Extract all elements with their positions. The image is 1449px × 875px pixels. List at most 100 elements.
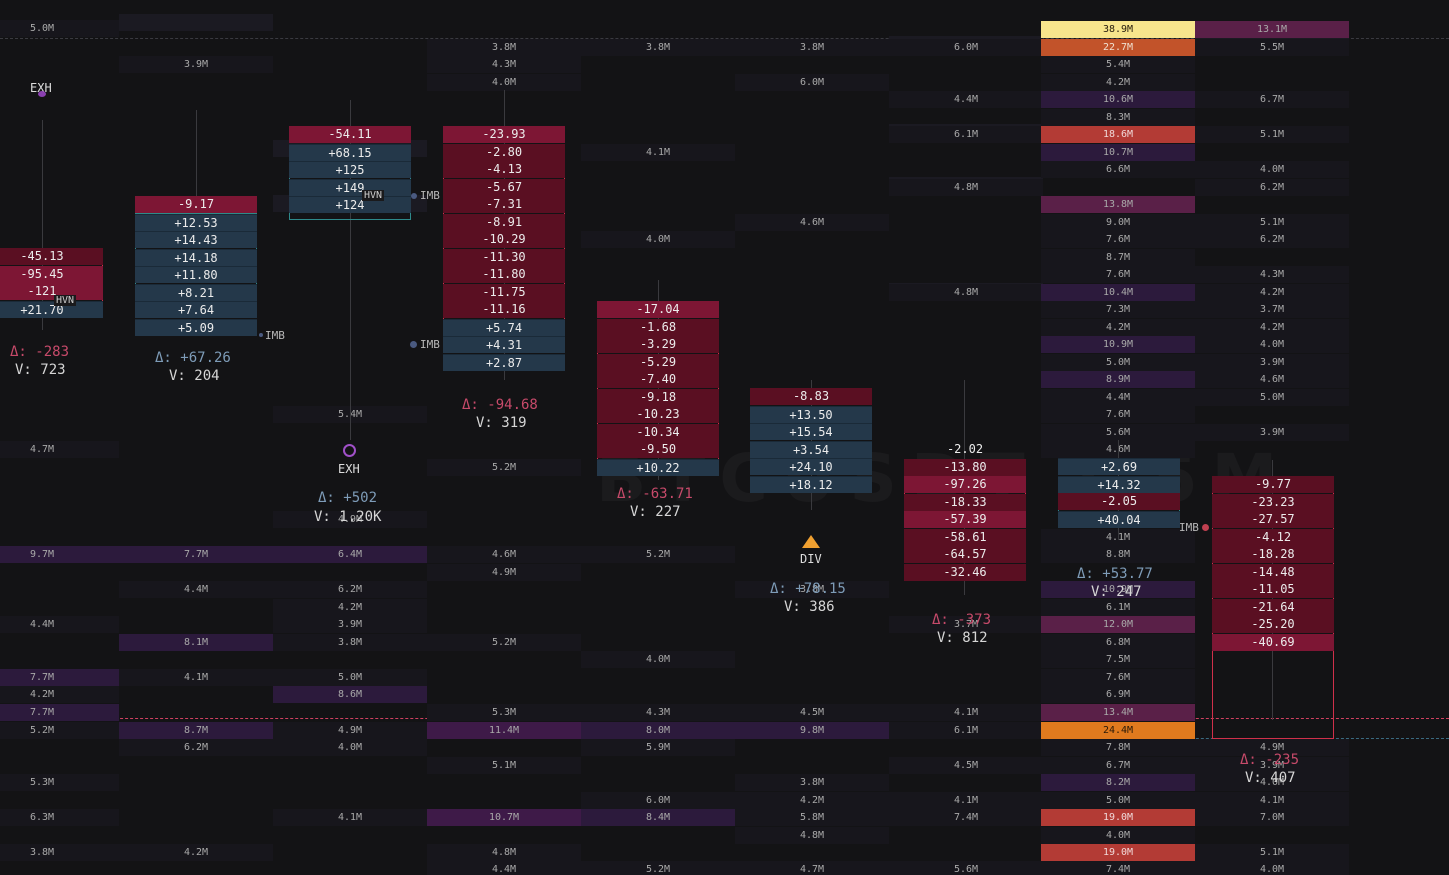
heat-level: 9.8M xyxy=(735,722,889,739)
heat-level: 4.2M xyxy=(0,686,119,703)
footprint-cell[interactable]: -32.46 xyxy=(904,563,1026,581)
heat-level: 4.3M xyxy=(427,56,581,73)
footprint-cell[interactable]: -57.39 xyxy=(904,511,1026,528)
heat-level: 5.4M xyxy=(1041,56,1195,73)
footprint-cell[interactable]: -27.57 xyxy=(1212,511,1334,528)
footprint-cell[interactable]: -9.77 xyxy=(1212,476,1334,493)
footprint-cell[interactable]: -54.11 xyxy=(289,126,411,143)
footprint-cell[interactable]: -10.34 xyxy=(597,423,719,441)
footprint-cell[interactable]: -11.80 xyxy=(443,266,565,283)
heat-level: 4.0M xyxy=(273,739,427,756)
candle-volume: V: 407 xyxy=(1245,770,1296,786)
footprint-cell[interactable]: -97.26 xyxy=(904,476,1026,493)
footprint-cell[interactable]: -14.48 xyxy=(1212,563,1334,581)
candle-volume: V: 204 xyxy=(169,368,220,384)
footprint-cell[interactable]: +14.18 xyxy=(135,248,257,266)
footprint-cell[interactable]: -121 xyxy=(0,283,103,300)
footprint-cell[interactable]: +2.69 xyxy=(1058,458,1180,475)
footprint-cell[interactable]: -8.91 xyxy=(443,213,565,231)
footprint-cell[interactable]: -2.05 xyxy=(1058,493,1180,510)
heat-level: 5.5M xyxy=(1195,39,1349,56)
footprint-cell[interactable]: -2.02 xyxy=(946,442,984,456)
footprint-cell[interactable]: +14.43 xyxy=(135,231,257,248)
footprint-cell[interactable]: -8.83 xyxy=(750,388,872,405)
footprint-cell[interactable]: +3.54 xyxy=(750,440,872,458)
footprint-cell[interactable]: +10.22 xyxy=(597,458,719,476)
footprint-cell[interactable]: -25.20 xyxy=(1212,616,1334,633)
heat-level: 6.9M xyxy=(1041,686,1195,703)
footprint-cell[interactable]: +21.70 xyxy=(0,300,103,318)
heat-level: 4.7M xyxy=(0,441,119,458)
footprint-cell[interactable]: -10.23 xyxy=(597,406,719,423)
heat-level: 5.1M xyxy=(1195,214,1349,231)
footprint-cell[interactable]: -18.33 xyxy=(904,493,1026,511)
heat-level: 4.7M xyxy=(735,861,889,875)
footprint-cell[interactable]: +2.87 xyxy=(443,353,565,371)
footprint-cell[interactable]: -11.30 xyxy=(443,248,565,266)
footprint-cell[interactable]: -9.17 xyxy=(135,196,257,213)
footprint-cell[interactable]: +7.64 xyxy=(135,301,257,318)
footprint-cell[interactable]: +5.09 xyxy=(135,318,257,336)
heat-level: 5.6M xyxy=(889,861,1043,875)
footprint-cell[interactable]: -11.16 xyxy=(443,301,565,318)
footprint-cell[interactable]: +14.32 xyxy=(1058,475,1180,493)
footprint-cell[interactable]: -45.13 xyxy=(0,248,103,265)
heat-level: 9.0M xyxy=(1041,214,1195,231)
footprint-cell[interactable]: +13.50 xyxy=(750,405,872,423)
footprint-cell[interactable]: -7.40 xyxy=(597,371,719,388)
footprint-cell[interactable]: +125 xyxy=(289,161,411,178)
footprint-cell[interactable]: +12.53 xyxy=(135,213,257,231)
heat-level: 3.8M xyxy=(735,581,889,598)
heat-level: 3.8M xyxy=(0,844,119,861)
heat-level: 5.2M xyxy=(0,722,119,739)
candle-wick xyxy=(196,110,197,230)
heat-level: 3.9M xyxy=(1195,424,1349,441)
footprint-cell[interactable]: +124 xyxy=(289,196,411,213)
footprint-cell[interactable]: -11.05 xyxy=(1212,581,1334,598)
heat-level: 5.2M xyxy=(581,861,735,875)
footprint-cell[interactable]: -2.80 xyxy=(443,143,565,161)
footprint-cell[interactable]: -7.31 xyxy=(443,196,565,213)
footprint-cell[interactable]: +15.54 xyxy=(750,423,872,440)
heat-level: 5.1M xyxy=(427,757,581,774)
footprint-cell[interactable]: -4.13 xyxy=(443,161,565,178)
footprint-cell[interactable]: -3.29 xyxy=(597,336,719,353)
footprint-cell[interactable]: -95.45 xyxy=(0,265,103,283)
footprint-cell[interactable]: +18.12 xyxy=(750,475,872,493)
footprint-cell[interactable]: -21.64 xyxy=(1212,598,1334,616)
footprint-cell[interactable]: -1.68 xyxy=(597,318,719,336)
footprint-cell[interactable]: -5.67 xyxy=(443,178,565,196)
footprint-cell[interactable]: +11.80 xyxy=(135,266,257,283)
heat-level: 4.1M xyxy=(889,792,1043,809)
footprint-cell[interactable]: -23.23 xyxy=(1212,493,1334,511)
footprint-cell[interactable]: +149 xyxy=(289,178,411,196)
footprint-cell[interactable]: -40.69 xyxy=(1212,633,1334,651)
heat-level: 3.9M xyxy=(1195,354,1349,371)
footprint-cell[interactable]: +24.10 xyxy=(750,458,872,475)
footprint-cell[interactable]: -64.57 xyxy=(904,546,1026,563)
footprint-cell[interactable]: +5.74 xyxy=(443,318,565,336)
heat-level: 5.0M xyxy=(1041,792,1195,809)
footprint-cell[interactable]: -5.29 xyxy=(597,353,719,371)
heat-level: 5.2M xyxy=(427,459,581,476)
heat-level: 7.6M xyxy=(1041,266,1195,283)
footprint-cell[interactable]: -17.04 xyxy=(597,301,719,318)
footprint-cell[interactable]: -11.75 xyxy=(443,283,565,301)
heat-level: 4.4M xyxy=(889,91,1043,108)
exhaustion-dot-top xyxy=(38,91,46,97)
footprint-cell[interactable]: -23.93 xyxy=(443,126,565,143)
footprint-cell[interactable]: -10.29 xyxy=(443,231,565,248)
footprint-cell[interactable]: +68.15 xyxy=(289,143,411,161)
heat-level: 19.0M xyxy=(1041,809,1195,826)
footprint-cell[interactable]: -9.18 xyxy=(597,388,719,406)
footprint-cell[interactable]: -13.80 xyxy=(904,458,1026,476)
candle-volume: V: 812 xyxy=(937,630,988,646)
footprint-cell[interactable]: -4.12 xyxy=(1212,528,1334,546)
footprint-cell[interactable]: -9.50 xyxy=(597,441,719,458)
footprint-cell[interactable]: -58.61 xyxy=(904,528,1026,546)
footprint-cell[interactable]: +40.04 xyxy=(1058,510,1180,528)
footprint-cell[interactable]: -18.28 xyxy=(1212,546,1334,563)
footprint-cell[interactable]: +4.31 xyxy=(443,336,565,353)
footprint-cell[interactable]: +8.21 xyxy=(135,283,257,301)
